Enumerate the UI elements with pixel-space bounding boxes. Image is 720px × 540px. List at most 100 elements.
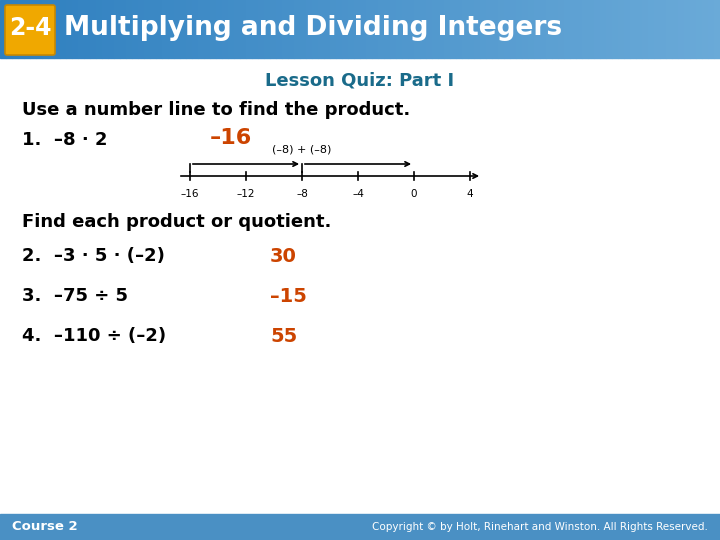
Bar	[132, 0, 138, 58]
Bar	[666, 0, 672, 58]
Bar	[30, 0, 36, 58]
Bar	[18, 0, 24, 58]
Bar	[0, 0, 6, 58]
Text: 55: 55	[270, 327, 297, 346]
Bar	[618, 0, 624, 58]
Bar	[252, 0, 258, 58]
Bar	[78, 0, 84, 58]
Bar	[642, 0, 648, 58]
Bar	[198, 0, 204, 58]
Bar	[54, 0, 60, 58]
Bar	[24, 0, 30, 58]
Bar	[528, 0, 534, 58]
Bar	[654, 0, 660, 58]
Bar	[372, 0, 378, 58]
Bar	[708, 0, 714, 58]
Bar	[660, 0, 666, 58]
Bar	[456, 0, 462, 58]
Bar	[0, 514, 720, 540]
Bar	[648, 0, 654, 58]
Text: 4.  –110 ÷ (–2): 4. –110 ÷ (–2)	[22, 327, 166, 345]
Bar	[630, 0, 636, 58]
Bar	[120, 0, 126, 58]
Bar	[96, 0, 102, 58]
Bar	[588, 0, 594, 58]
Bar	[522, 0, 528, 58]
Bar	[144, 0, 150, 58]
Text: 2-4: 2-4	[9, 16, 51, 40]
Bar	[114, 0, 120, 58]
Bar	[108, 0, 114, 58]
Bar	[612, 0, 618, 58]
Bar	[450, 0, 456, 58]
Text: Course 2: Course 2	[12, 521, 78, 534]
Bar	[432, 0, 438, 58]
Text: 4: 4	[467, 189, 473, 199]
Bar	[420, 0, 426, 58]
Text: 2.  –3 · 5 · (–2): 2. –3 · 5 · (–2)	[22, 247, 165, 265]
Bar	[390, 0, 396, 58]
Bar	[180, 0, 186, 58]
Bar	[462, 0, 468, 58]
Text: (–8) + (–8): (–8) + (–8)	[272, 145, 332, 155]
Bar	[90, 0, 96, 58]
Bar	[384, 0, 390, 58]
Text: –16: –16	[181, 189, 199, 199]
Bar	[360, 0, 366, 58]
Bar	[474, 0, 480, 58]
Bar	[300, 0, 306, 58]
Bar	[36, 0, 42, 58]
Bar	[210, 0, 216, 58]
Bar	[288, 0, 294, 58]
Text: –8: –8	[296, 189, 308, 199]
Bar	[378, 0, 384, 58]
Bar	[444, 0, 450, 58]
Bar	[534, 0, 540, 58]
Bar	[678, 0, 684, 58]
Bar	[72, 0, 78, 58]
Bar	[540, 0, 546, 58]
Bar	[504, 0, 510, 58]
Bar	[282, 0, 288, 58]
Bar	[564, 0, 570, 58]
Bar	[714, 0, 720, 58]
Bar	[66, 0, 72, 58]
Text: 0: 0	[410, 189, 418, 199]
Bar	[48, 0, 54, 58]
Text: –15: –15	[270, 287, 307, 306]
Bar	[690, 0, 696, 58]
Text: 30: 30	[270, 246, 297, 266]
Bar	[306, 0, 312, 58]
Text: –12: –12	[237, 189, 256, 199]
Bar	[552, 0, 558, 58]
Bar	[6, 0, 12, 58]
Bar	[222, 0, 228, 58]
Text: Multiplying and Dividing Integers: Multiplying and Dividing Integers	[64, 15, 562, 41]
Bar	[234, 0, 240, 58]
Bar	[294, 0, 300, 58]
Bar	[60, 0, 66, 58]
Text: 1.  –8 · 2: 1. –8 · 2	[22, 131, 107, 149]
Bar	[510, 0, 516, 58]
Bar	[162, 0, 168, 58]
Bar	[150, 0, 156, 58]
Bar	[582, 0, 588, 58]
Bar	[216, 0, 222, 58]
Bar	[138, 0, 144, 58]
Bar	[264, 0, 270, 58]
Bar	[402, 0, 408, 58]
Bar	[276, 0, 282, 58]
Bar	[240, 0, 246, 58]
Bar	[348, 0, 354, 58]
Bar	[168, 0, 174, 58]
Bar	[228, 0, 234, 58]
Text: –4: –4	[352, 189, 364, 199]
Bar	[156, 0, 162, 58]
Bar	[672, 0, 678, 58]
Bar	[438, 0, 444, 58]
Bar	[186, 0, 192, 58]
Bar	[516, 0, 522, 58]
Text: Use a number line to find the product.: Use a number line to find the product.	[22, 101, 410, 119]
Bar	[558, 0, 564, 58]
Text: Find each product or quotient.: Find each product or quotient.	[22, 213, 331, 231]
